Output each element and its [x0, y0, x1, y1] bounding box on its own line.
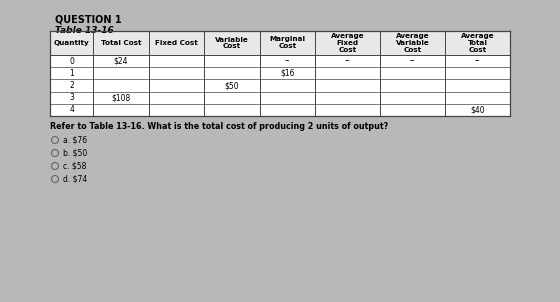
Text: $50: $50 — [225, 81, 239, 90]
Text: $16: $16 — [280, 69, 295, 78]
Text: c. $58: c. $58 — [63, 162, 86, 171]
Text: $108: $108 — [111, 93, 130, 102]
Text: --: -- — [345, 56, 350, 66]
Text: --: -- — [475, 56, 480, 66]
Text: Marginal
Cost: Marginal Cost — [269, 37, 305, 50]
Text: --: -- — [284, 56, 290, 66]
Text: Average
Total
Cost: Average Total Cost — [461, 33, 494, 53]
Bar — [50, 31, 510, 116]
Text: Variable
Cost: Variable Cost — [215, 37, 249, 50]
Text: Average
Fixed
Cost: Average Fixed Cost — [330, 33, 364, 53]
Text: --: -- — [410, 56, 415, 66]
Text: Average
Variable
Cost: Average Variable Cost — [395, 33, 430, 53]
Text: QUESTION 1: QUESTION 1 — [55, 14, 122, 24]
Text: a. $76: a. $76 — [63, 136, 87, 144]
Text: $40: $40 — [470, 105, 485, 114]
Text: Total Cost: Total Cost — [101, 40, 141, 46]
Text: 3: 3 — [69, 93, 74, 102]
Text: b. $50: b. $50 — [63, 149, 87, 158]
Text: Table 13-16: Table 13-16 — [55, 26, 114, 35]
Bar — [50, 31, 510, 55]
Text: Fixed Cost: Fixed Cost — [155, 40, 198, 46]
Text: 4: 4 — [69, 105, 74, 114]
Text: 0: 0 — [69, 56, 74, 66]
Text: 1: 1 — [69, 69, 74, 78]
Text: Quantity: Quantity — [54, 40, 90, 46]
Text: Refer to Table 13-16. What is the total cost of producing 2 units of output?: Refer to Table 13-16. What is the total … — [50, 122, 388, 131]
Text: 2: 2 — [69, 81, 74, 90]
Text: d. $74: d. $74 — [63, 175, 87, 184]
Text: $24: $24 — [114, 56, 128, 66]
